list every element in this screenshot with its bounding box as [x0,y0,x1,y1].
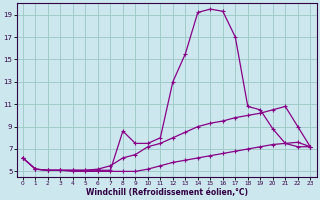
X-axis label: Windchill (Refroidissement éolien,°C): Windchill (Refroidissement éolien,°C) [85,188,248,197]
